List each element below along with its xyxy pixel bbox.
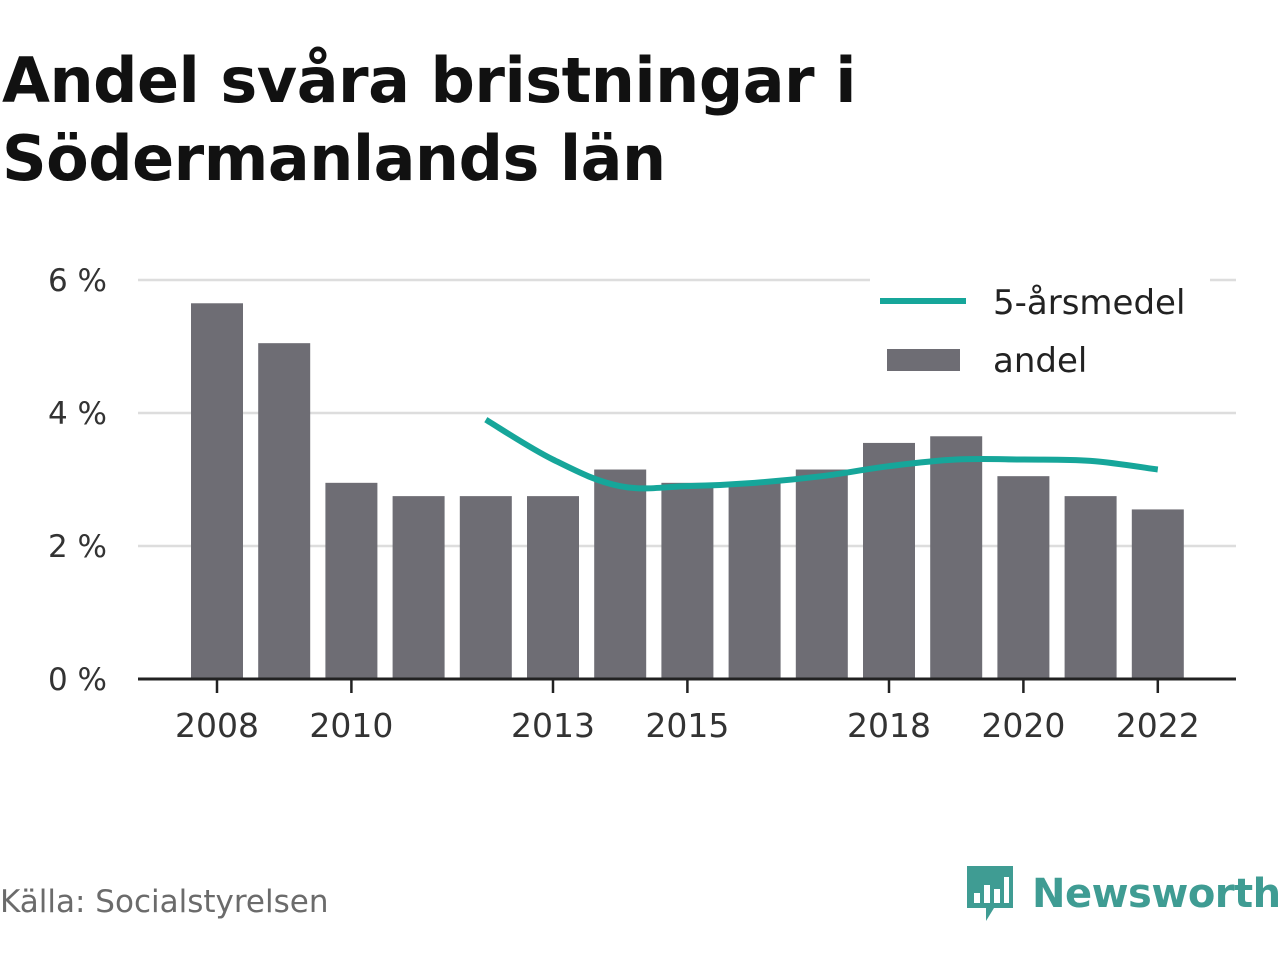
bar [997, 476, 1050, 679]
bar [258, 343, 311, 679]
line-series [484, 417, 1159, 492]
brand-logo: Newsworthy [964, 862, 1280, 926]
legend-label-5-arsmedel: 5-årsmedel [993, 283, 1185, 323]
bar [930, 436, 983, 679]
bar [728, 482, 781, 679]
source-note: Källa: Socialstyrelsen [0, 884, 329, 920]
x-tick-label: 2010 [309, 706, 393, 745]
bar [795, 469, 848, 679]
bar [661, 482, 714, 679]
x-tick-label: 2020 [981, 706, 1065, 745]
axes: 0 % 2 % 4 % 6 % 2008 2010 2013 2015 2018 2020 2022 [48, 263, 1236, 745]
bar [1131, 509, 1184, 679]
y-tick-label: 2 % [48, 529, 107, 565]
bar [459, 496, 512, 679]
bar-series [191, 303, 1184, 679]
bar [325, 482, 378, 679]
legend-label-andel: andel [993, 341, 1087, 381]
bar [527, 496, 579, 679]
x-tick-label: 2018 [847, 706, 931, 745]
legend-swatch-bar [887, 349, 960, 371]
brand-name: Newsworthy [1032, 871, 1280, 917]
bar [392, 496, 445, 679]
y-tick-label: 0 % [48, 662, 107, 698]
x-tick-label: 2022 [1116, 706, 1200, 745]
x-tick-label: 2013 [511, 706, 595, 745]
bar [1064, 496, 1117, 679]
line-5-arsmedel [484, 417, 1159, 492]
y-tick-label: 6 % [48, 263, 107, 299]
bar [191, 303, 243, 679]
x-tick-label: 2015 [645, 706, 729, 745]
legend: 5-årsmedel andel [870, 270, 1210, 390]
chart-title: Andel svåra bristningar i Södermanlands … [2, 44, 856, 195]
y-tick-label: 4 % [48, 396, 107, 432]
bar [863, 442, 915, 679]
bar [594, 469, 647, 679]
newsworthy-logo-icon [967, 866, 1013, 921]
x-tick-label: 2008 [175, 706, 259, 745]
